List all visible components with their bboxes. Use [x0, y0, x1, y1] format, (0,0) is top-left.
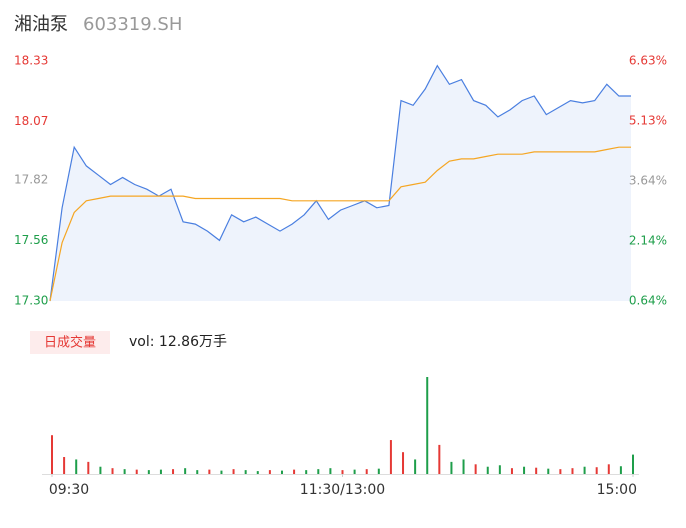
volume-bar	[438, 444, 441, 474]
volume-bar	[293, 469, 296, 474]
volume-bar	[305, 470, 308, 474]
volume-bar	[341, 470, 344, 474]
volume-bar	[220, 470, 223, 474]
volume-bar	[486, 466, 489, 474]
volume-bar	[462, 459, 465, 474]
volume-bar	[51, 435, 53, 474]
volume-bar	[135, 469, 138, 474]
volume-bar	[208, 469, 211, 474]
volume-bar	[196, 470, 199, 474]
volume-bar	[111, 468, 114, 474]
volume-bar	[632, 454, 634, 474]
average-line	[49, 146, 631, 302]
volume-bar	[559, 469, 562, 474]
price-line	[49, 64, 631, 302]
volume-bar	[595, 467, 598, 474]
y-tick-label: 17.56	[14, 233, 48, 247]
volume-bar	[523, 466, 526, 474]
volume-bar	[389, 440, 392, 474]
volume-legend: 日成交量	[44, 335, 96, 351]
volume-bar	[571, 468, 574, 474]
volume-bar	[619, 466, 622, 474]
y-tick-label: 18.33	[14, 54, 48, 68]
volume-bar	[510, 468, 513, 474]
legend-box	[30, 331, 110, 354]
y2-tick-label: 3.64%	[629, 173, 667, 187]
volume-bar	[123, 469, 126, 474]
volume-bar	[232, 469, 235, 474]
volume-bar	[87, 461, 90, 474]
y2-tick-label: 5.13%	[629, 114, 667, 128]
volume-bar	[353, 469, 356, 474]
x-tick-label: 11:30/13:00	[300, 482, 385, 498]
volume-bar	[317, 469, 320, 474]
volume-bar	[547, 468, 550, 474]
volume-summary: vol: 12.86万手	[129, 334, 227, 350]
volume-bar	[75, 459, 78, 474]
y2-tick-label: 6.63%	[629, 54, 667, 68]
volume-bar	[498, 465, 501, 474]
volume-bar	[329, 468, 332, 474]
volume-bar	[414, 459, 417, 474]
volume-bar	[583, 466, 586, 474]
volume-bar	[184, 468, 187, 474]
volume-bar	[535, 467, 538, 474]
y2-tick-label: 2.14%	[629, 233, 667, 247]
y-tick-label: 17.82	[14, 172, 48, 186]
volume-bar	[244, 470, 247, 474]
volume-bar	[280, 470, 283, 474]
volume-bar	[450, 461, 453, 474]
stock-code: 603319.SH	[83, 14, 182, 35]
x-tick-label: 09:30	[49, 482, 89, 498]
y-tick-label: 17.30	[14, 294, 48, 308]
volume-bar	[377, 468, 380, 474]
y-tick-label: 18.07	[14, 114, 48, 128]
volume-bar	[268, 470, 271, 474]
x-tick-label: 15:00	[597, 482, 637, 498]
volume-bar	[99, 466, 102, 474]
y2-tick-label: 0.64%	[629, 294, 667, 308]
volume-bar	[426, 377, 429, 474]
volume-bar	[147, 470, 150, 474]
volume-bar	[172, 469, 175, 474]
volume-bar	[365, 469, 368, 474]
price-area	[50, 65, 631, 301]
volume-bar	[63, 457, 66, 474]
stock-name: 湘油泵	[14, 14, 68, 35]
volume-bar	[607, 464, 610, 474]
volume-bar	[402, 452, 405, 474]
volume-bar	[256, 471, 259, 474]
volume-bar	[474, 464, 477, 474]
volume-bar	[159, 469, 162, 474]
